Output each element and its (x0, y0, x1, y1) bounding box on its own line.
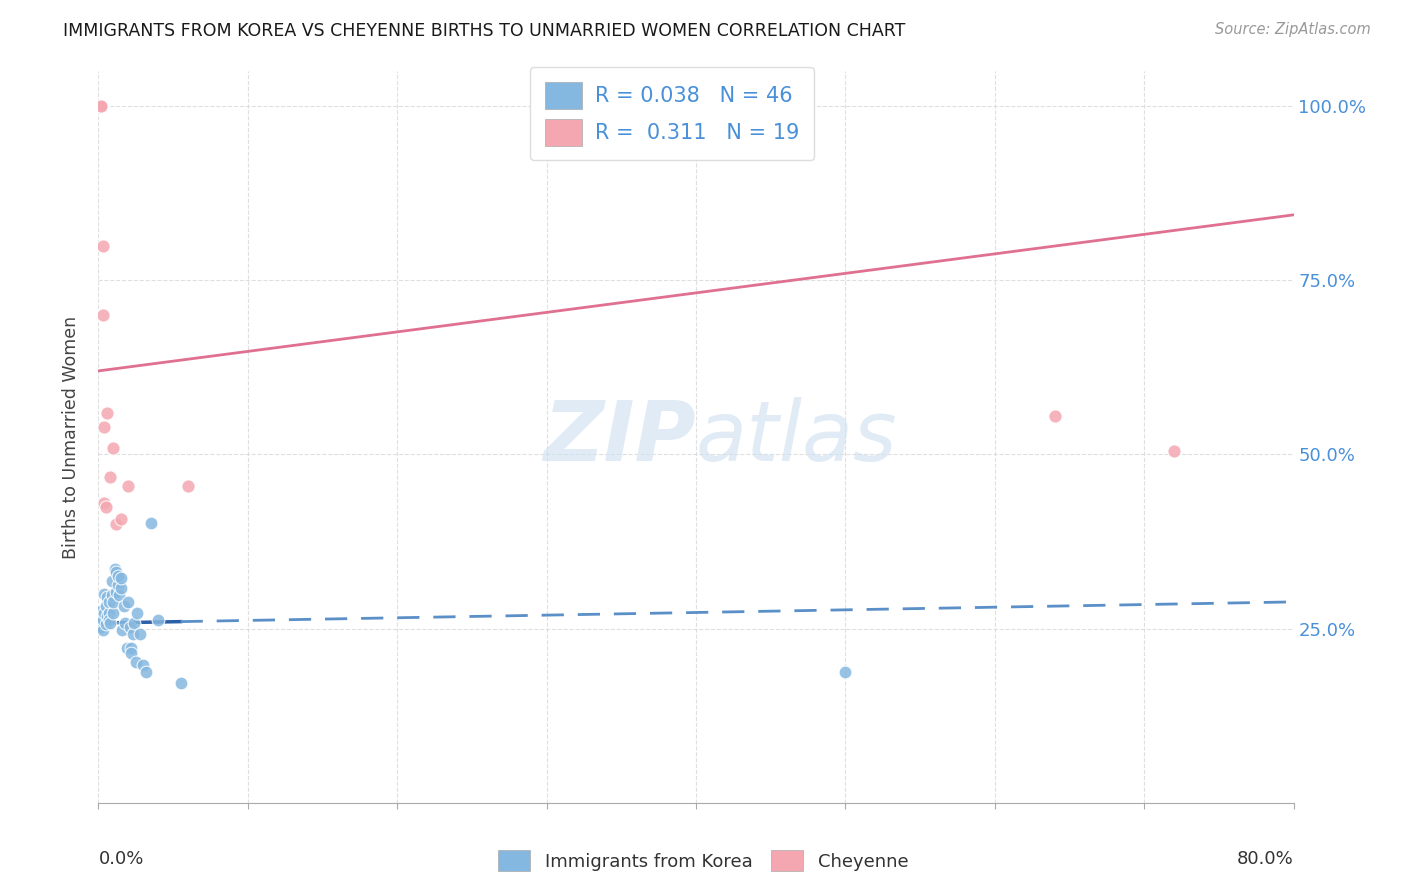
Point (117, 595, 139, 609)
Point (90, 604, 112, 618)
Point (94, 616, 117, 631)
Point (89, 99, 111, 113)
Point (105, 517, 128, 532)
Y-axis label: Births to Unmarried Women: Births to Unmarried Women (62, 316, 80, 558)
Point (120, 646, 142, 660)
Point (110, 511, 132, 525)
Point (89, 615, 111, 629)
Text: 0.0%: 0.0% (98, 850, 143, 868)
Point (97, 595, 120, 609)
Point (1163, 444, 1185, 458)
Point (135, 665, 157, 679)
Point (125, 655, 148, 669)
Point (103, 607, 125, 621)
Point (104, 562, 127, 576)
Point (107, 569, 129, 583)
Point (148, 613, 170, 627)
Point (101, 574, 124, 589)
Point (93, 607, 115, 621)
Point (90, 99, 112, 113)
Point (96, 591, 118, 605)
Point (118, 620, 141, 634)
Point (120, 641, 142, 656)
Point (834, 665, 856, 679)
Legend: R = 0.038   N = 46, R =  0.311   N = 19: R = 0.038 N = 46, R = 0.311 N = 19 (530, 67, 814, 161)
Point (110, 581, 132, 595)
Point (132, 657, 155, 672)
Point (98, 470, 122, 484)
Point (91, 308, 114, 322)
Point (112, 599, 135, 614)
Legend: Immigrants from Korea, Cheyenne: Immigrants from Korea, Cheyenne (491, 843, 915, 879)
Point (114, 616, 136, 631)
Point (91, 613, 114, 627)
Point (98, 616, 122, 631)
Text: Source: ZipAtlas.com: Source: ZipAtlas.com (1215, 22, 1371, 37)
Text: atlas: atlas (696, 397, 897, 477)
Point (103, 595, 125, 609)
Point (121, 627, 143, 641)
Point (91, 238, 114, 252)
Point (97, 607, 120, 621)
Point (90, 99, 112, 113)
Point (127, 607, 149, 621)
Point (91, 623, 114, 637)
Point (93, 496, 115, 510)
Point (110, 572, 132, 586)
Point (117, 479, 139, 493)
Point (94, 599, 117, 614)
Point (90, 99, 112, 113)
Point (1043, 409, 1066, 424)
Point (129, 627, 152, 641)
Point (96, 609, 118, 624)
Point (94, 500, 117, 514)
Point (115, 641, 138, 656)
Point (103, 441, 125, 455)
Point (90, 620, 112, 634)
Point (93, 587, 115, 601)
Point (105, 565, 128, 579)
Point (96, 406, 118, 420)
Point (89, 99, 111, 113)
Text: ZIP: ZIP (543, 397, 696, 477)
Point (169, 676, 191, 690)
Text: IMMIGRANTS FROM KOREA VS CHEYENNE BIRTHS TO UNMARRIED WOMEN CORRELATION CHART: IMMIGRANTS FROM KOREA VS CHEYENNE BIRTHS… (63, 22, 905, 40)
Point (139, 516, 162, 530)
Point (177, 479, 200, 493)
Point (93, 419, 115, 434)
Point (108, 588, 131, 602)
Text: 80.0%: 80.0% (1237, 850, 1294, 868)
Point (107, 578, 129, 592)
Point (101, 588, 124, 602)
Point (124, 616, 146, 631)
Point (111, 623, 134, 637)
Point (105, 585, 128, 599)
Point (97, 613, 120, 627)
